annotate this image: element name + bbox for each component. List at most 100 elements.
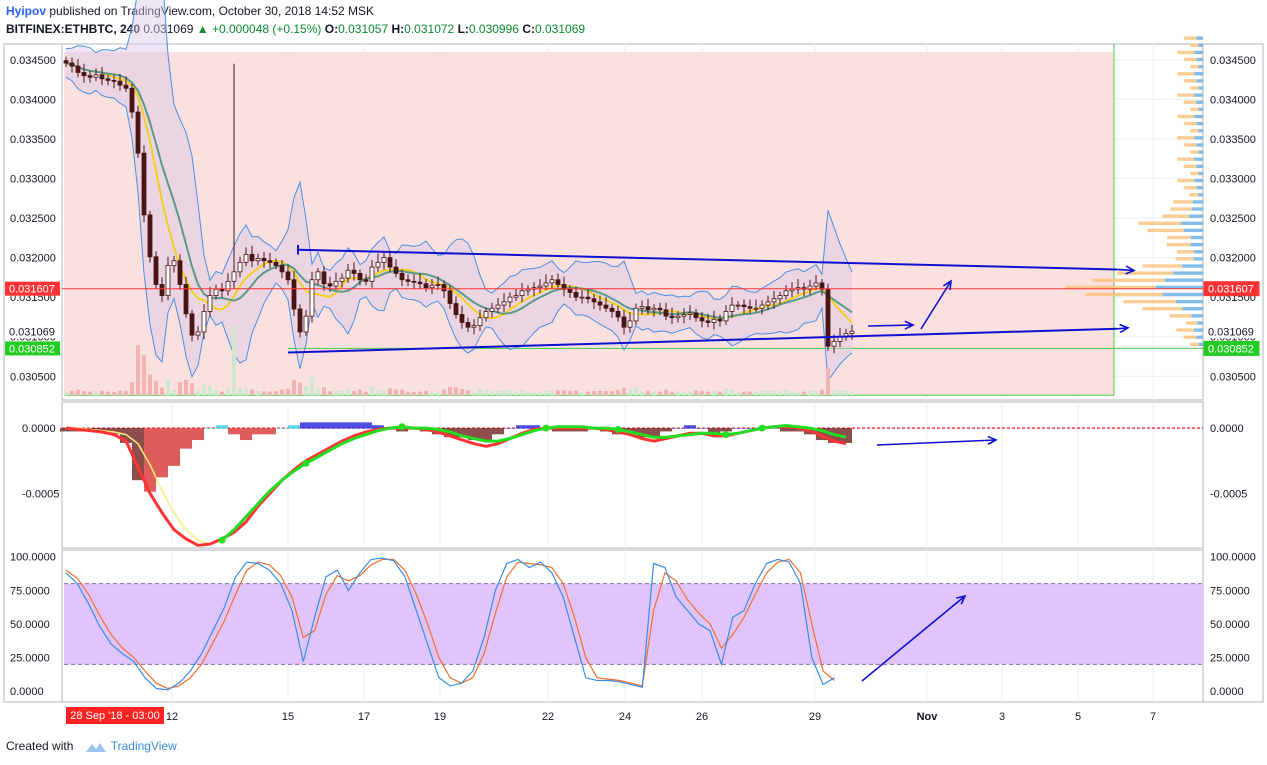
y-tick-label-right: 0.033000: [1210, 173, 1256, 185]
candle-body: [591, 298, 597, 303]
candle-body: [195, 331, 201, 336]
volume-profile-bar: [1196, 335, 1203, 339]
price-tag-right: [1203, 340, 1260, 356]
volume-profile-bar: [1191, 207, 1203, 211]
stoch-tick-label: 0.0000: [10, 686, 44, 698]
volume-bar: [448, 386, 452, 396]
y-tick-label: 0.030500: [10, 371, 56, 383]
candle-body: [405, 279, 411, 282]
volume-bar: [706, 391, 710, 396]
candle-body: [651, 307, 657, 311]
volume-profile-bar: [1170, 207, 1192, 211]
y-tick-label: 0.033000: [10, 173, 56, 185]
volume-bar: [850, 391, 854, 396]
stoch-tick-label: 50.0000: [10, 619, 50, 631]
volume-bar: [214, 389, 218, 396]
macd-histogram-bar: [840, 428, 852, 443]
volume-profile-bar: [1177, 93, 1195, 97]
macd-histogram-bar: [312, 422, 324, 429]
x-tick-label: Nov: [917, 711, 939, 723]
candle-body: [285, 271, 291, 281]
macd-histogram-bar: [660, 428, 672, 432]
candle-body: [171, 260, 177, 266]
volume-profile-bar: [1196, 185, 1203, 190]
price-tag-left-label: 0.030852: [9, 343, 55, 355]
macd-cross-dot: [302, 459, 310, 467]
volume-bar: [274, 390, 278, 396]
volume-bar: [838, 390, 842, 396]
volume-bar: [364, 391, 368, 396]
macd-histogram-bar: [168, 428, 180, 466]
candle-body: [63, 60, 69, 64]
candle-body: [435, 284, 441, 286]
stoch-projection-arrow-head: [956, 594, 967, 605]
candle-body: [813, 282, 819, 287]
time-tag-box: [66, 707, 164, 724]
candle-body: [297, 308, 303, 333]
candle-body: [351, 269, 357, 274]
candle-body: [201, 310, 207, 333]
candle-body: [465, 322, 471, 328]
ema-line: [65, 62, 853, 319]
macd-histogram-bar: [348, 422, 360, 429]
candle-body: [777, 295, 783, 300]
candle-body: [165, 265, 171, 296]
volume-profile-bar: [1190, 171, 1199, 176]
candle-body: [753, 307, 759, 310]
volume-bar: [526, 391, 530, 396]
close-value: 0.031069: [534, 22, 586, 36]
volume-bar: [586, 391, 590, 396]
y-tick-label-right: 0.032500: [1210, 213, 1256, 225]
projection-arrow-4-head: [1119, 323, 1130, 334]
volume-profile-bar: [1193, 328, 1203, 332]
volume-bar: [562, 390, 566, 396]
volume-profile-bar: [1085, 292, 1163, 297]
low-label: L:: [457, 22, 469, 36]
tradingview-brand[interactable]: TradingView: [110, 739, 177, 753]
macd-histogram-bar: [300, 422, 312, 429]
volume-bar: [298, 382, 302, 396]
macd-histogram-bar: [204, 428, 216, 429]
candle-body: [681, 314, 687, 317]
macd-histogram-bar: [96, 428, 108, 432]
macd-histogram-bar: [744, 428, 756, 429]
volume-profile-bar: [1185, 321, 1198, 325]
y-tick-label: 0.034000: [10, 94, 56, 106]
candle-body: [693, 312, 699, 319]
candle-body: [153, 256, 159, 285]
volume-bar: [334, 390, 338, 396]
candle-body: [567, 288, 573, 293]
candle-body: [243, 254, 249, 263]
volume-profile-bar: [1193, 250, 1203, 254]
volume-bar: [178, 382, 182, 396]
volume-bar: [784, 390, 788, 396]
volume-bar: [460, 388, 464, 396]
candle-body: [189, 313, 195, 336]
candle-body: [303, 315, 309, 333]
candle-body: [129, 87, 135, 113]
volume-bar: [340, 390, 344, 396]
candle-body: [141, 152, 147, 216]
volume-bar: [148, 374, 152, 396]
price-tag-right-label: 0.031069: [1208, 326, 1254, 338]
volume-bar: [592, 390, 596, 396]
projection-arrow-3-head: [1125, 265, 1136, 275]
triangle-upper-line: [297, 248, 1118, 271]
volume-bar: [322, 387, 326, 396]
candle-body: [447, 290, 453, 304]
volume-bar: [466, 390, 470, 396]
macd-histogram-bar: [324, 422, 336, 429]
volume-bar: [694, 390, 698, 396]
candle-body: [819, 282, 825, 290]
volume-bar: [304, 385, 308, 396]
footer: Created with TradingView: [6, 739, 177, 753]
volume-bar: [196, 390, 200, 396]
x-tick-label: 17: [358, 711, 370, 723]
candle-body: [87, 75, 93, 78]
volume-profile-bar: [1194, 93, 1203, 97]
volume-profile-bar: [1183, 185, 1197, 190]
price-tag-right-label: 0.031607: [1208, 284, 1254, 296]
author-name[interactable]: Hyipov: [6, 4, 47, 18]
volume-bar: [556, 390, 560, 396]
